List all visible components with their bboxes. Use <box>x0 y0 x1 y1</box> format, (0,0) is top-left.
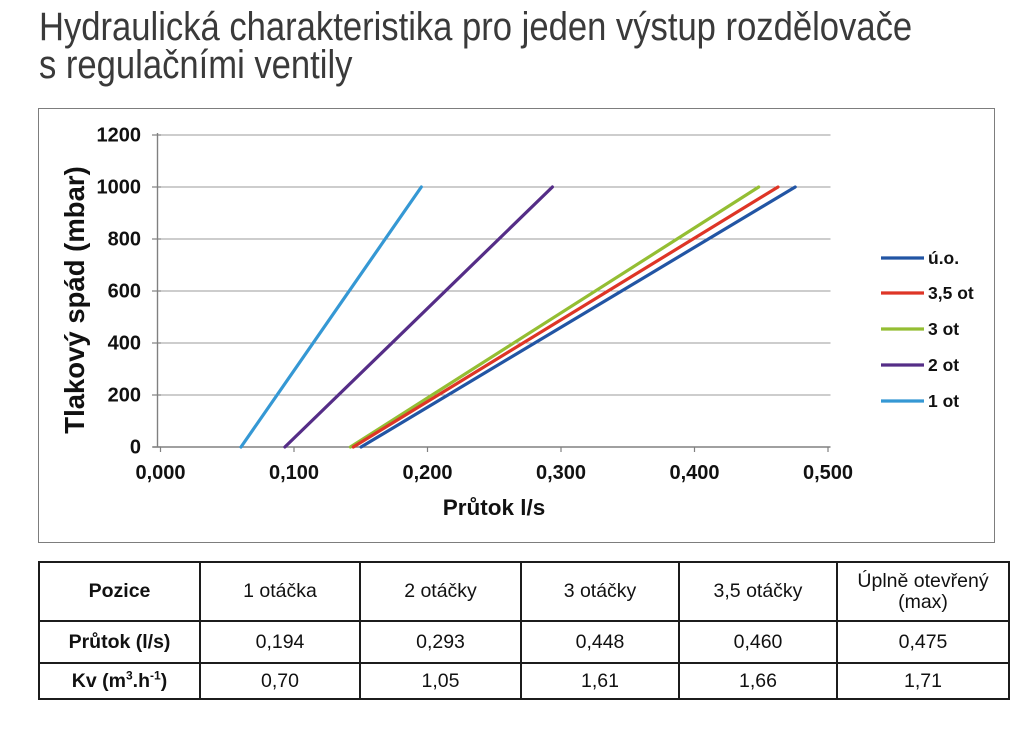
svg-text:0,100: 0,100 <box>269 462 319 484</box>
svg-text:1200: 1200 <box>97 125 142 147</box>
svg-text:Tlakový spád (mbar): Tlakový spád (mbar) <box>59 166 90 433</box>
svg-text:0,300: 0,300 <box>536 462 586 484</box>
svg-text:ú.o.: ú.o. <box>928 248 959 268</box>
svg-text:0,200: 0,200 <box>402 462 452 484</box>
svg-text:0,400: 0,400 <box>669 462 719 484</box>
svg-text:1 ot: 1 ot <box>928 391 959 411</box>
svg-text:200: 200 <box>108 385 141 407</box>
svg-text:2 ot: 2 ot <box>928 355 959 375</box>
svg-text:400: 400 <box>108 333 141 355</box>
svg-text:0,000: 0,000 <box>135 462 185 484</box>
svg-text:800: 800 <box>108 229 141 251</box>
svg-text:0,500: 0,500 <box>803 462 853 484</box>
svg-text:3,5 ot: 3,5 ot <box>928 283 974 303</box>
svg-text:3 ot: 3 ot <box>928 319 959 339</box>
svg-text:0: 0 <box>130 437 141 459</box>
svg-text:1000: 1000 <box>97 177 142 199</box>
svg-text:Průtok l/s: Průtok l/s <box>443 495 546 520</box>
svg-text:600: 600 <box>108 281 141 303</box>
